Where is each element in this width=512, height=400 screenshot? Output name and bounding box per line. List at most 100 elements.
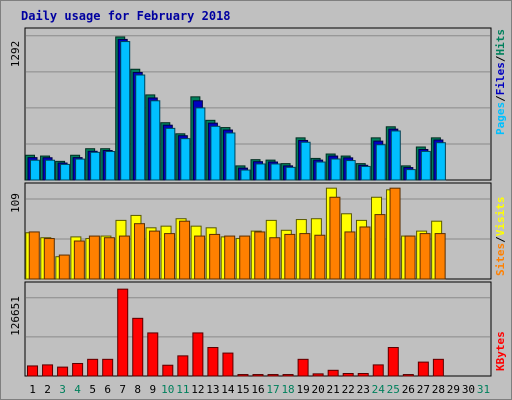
bar-pages-day-4 [75, 158, 86, 181]
x-tick-label: 9 [149, 383, 156, 396]
bar-sites-day-12 [194, 235, 206, 280]
x-tick-label: 25 [387, 383, 400, 396]
chart-title: Daily usage for February 2018 [21, 9, 231, 23]
bar-kbytes-day-16 [252, 374, 264, 377]
bar-pages-day-1 [30, 159, 41, 181]
x-tick-label: 29 [447, 383, 460, 396]
legend-entry: / [494, 236, 507, 243]
bar-sites-day-6 [103, 237, 115, 280]
bar-pages-day-25 [390, 130, 401, 181]
legend-entry: Hits [494, 29, 507, 56]
bar-pages-day-5 [90, 151, 101, 181]
bar-kbytes-day-6 [102, 358, 114, 377]
bar-kbytes-day-27 [417, 361, 429, 377]
bar-sites-day-1 [28, 231, 40, 280]
bar-kbytes-day-11 [177, 355, 189, 377]
legend-visits-sites: Sites/Visits [494, 197, 507, 277]
bar-pages-day-12 [195, 107, 206, 181]
x-tick-label: 2 [44, 383, 51, 396]
bar-kbytes-day-20 [312, 373, 324, 377]
bar-sites-day-18 [284, 233, 296, 280]
bar-kbytes-day-2 [42, 364, 54, 377]
bar-pages-day-13 [210, 125, 221, 181]
x-tick-label: 19 [296, 383, 309, 396]
bar-sites-day-9 [149, 230, 161, 280]
bar-sites-day-17 [269, 237, 281, 280]
bar-pages-day-11 [180, 138, 191, 181]
x-tick-label: 21 [327, 383, 340, 396]
y-max-label: 109 [9, 193, 22, 213]
bar-sites-day-13 [209, 233, 221, 280]
x-tick-label: 13 [206, 383, 219, 396]
bar-sites-day-14 [224, 235, 236, 280]
x-tick-label: 6 [104, 383, 111, 396]
bar-pages-day-9 [150, 100, 161, 181]
x-tick-label: 10 [161, 383, 174, 396]
x-tick-label: 31 [477, 383, 490, 396]
x-tick-label: 16 [251, 383, 264, 396]
x-tick-label: 5 [89, 383, 96, 396]
bar-kbytes-day-19 [297, 358, 309, 377]
x-tick-label: 24 [372, 383, 386, 396]
bar-sites-day-22 [344, 231, 356, 280]
bar-kbytes-day-26 [402, 374, 414, 377]
bar-pages-day-19 [300, 141, 311, 181]
bar-sites-day-28 [434, 233, 446, 280]
bar-kbytes-day-12 [192, 332, 204, 377]
bar-pages-day-7 [120, 41, 131, 181]
bar-kbytes-day-23 [357, 372, 369, 377]
bar-kbytes-day-3 [57, 366, 69, 377]
bar-kbytes-day-4 [72, 362, 84, 377]
x-tick-label: 30 [462, 383, 475, 396]
bar-pages-day-15 [240, 169, 251, 181]
bar-kbytes-day-28 [432, 358, 444, 377]
legend-entry: Visits [494, 197, 507, 237]
bar-pages-day-24 [375, 144, 386, 181]
bar-sites-day-10 [164, 233, 176, 280]
y-max-label: 126651 [9, 296, 22, 336]
bar-sites-day-25 [389, 187, 401, 280]
bar-kbytes-day-17 [267, 374, 279, 377]
bar-sites-day-16 [254, 231, 266, 280]
x-tick-label: 26 [402, 383, 415, 396]
bar-sites-day-11 [179, 220, 191, 280]
legend-hits-files-pages: Pages/Files/Hits [494, 29, 507, 135]
bar-sites-day-21 [329, 196, 341, 280]
bar-sites-day-20 [314, 234, 326, 280]
x-tick-label: 11 [176, 383, 189, 396]
bar-kbytes-day-8 [132, 317, 144, 377]
bar-sites-day-2 [43, 238, 55, 280]
x-tick-label: 17 [266, 383, 279, 396]
bar-pages-day-16 [255, 163, 266, 181]
bar-pages-day-22 [345, 160, 356, 181]
bar-pages-day-28 [435, 142, 446, 181]
bar-kbytes-day-24 [372, 364, 384, 377]
bar-kbytes-day-7 [117, 288, 129, 377]
bar-kbytes-day-13 [207, 347, 219, 377]
bar-pages-day-2 [45, 159, 56, 181]
bar-pages-day-21 [330, 158, 341, 181]
x-tick-label: 20 [312, 383, 325, 396]
bar-sites-day-5 [88, 235, 100, 280]
bar-sites-day-27 [419, 233, 431, 280]
bar-sites-day-19 [299, 233, 311, 280]
x-tick-label: 1 [29, 383, 36, 396]
x-tick-label: 7 [119, 383, 126, 396]
bar-kbytes-day-14 [222, 352, 234, 377]
bar-pages-day-27 [420, 150, 431, 181]
y-max-label: 1292 [9, 41, 22, 68]
bar-pages-day-18 [285, 166, 296, 181]
bar-kbytes-day-5 [87, 358, 99, 377]
legend-entry: Pages [494, 102, 507, 135]
bar-pages-day-10 [165, 127, 176, 181]
bar-sites-day-15 [239, 235, 251, 280]
x-tick-label: 22 [342, 383, 355, 396]
legend-entry: / [494, 55, 507, 62]
legend-entry: Files [494, 62, 507, 95]
bar-kbytes-day-25 [387, 347, 399, 377]
bar-pages-day-17 [270, 163, 281, 181]
bar-sites-day-4 [73, 240, 85, 280]
bar-sites-day-23 [359, 226, 371, 280]
